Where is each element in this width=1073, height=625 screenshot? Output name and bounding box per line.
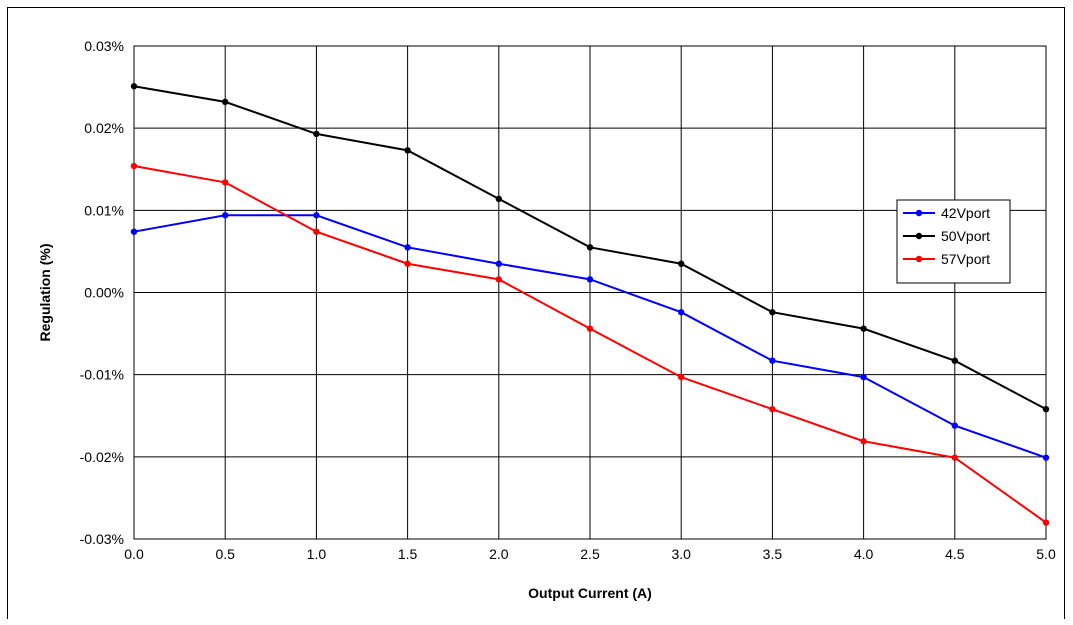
grid — [133, 45, 1047, 540]
data-point — [222, 212, 229, 219]
data-point — [313, 228, 320, 235]
data-point — [586, 276, 594, 283]
data-point — [769, 405, 776, 413]
data-point — [860, 373, 867, 381]
data-point — [130, 162, 138, 170]
legend-item: 50Vport — [903, 228, 990, 244]
legend-label: 57Vport — [941, 251, 990, 267]
data-point — [951, 357, 958, 364]
y-tick-label: -0.03% — [80, 531, 124, 547]
data-point — [678, 373, 685, 381]
data-point — [769, 309, 776, 316]
data-point — [1042, 519, 1050, 526]
legend-marker — [915, 209, 923, 217]
x-tick-label: 1.5 — [398, 546, 418, 562]
y-axis: 0.03% 0.02% 0.01% 0.00% -0.01% -0.02% -0.03% — [80, 38, 124, 547]
data-point — [951, 422, 958, 429]
x-tick-label: 3.0 — [671, 546, 691, 562]
data-point — [130, 83, 138, 90]
data-point — [222, 98, 229, 106]
series-57Vport — [130, 162, 1050, 526]
x-axis-title: Output Current (A) — [528, 585, 652, 601]
chart-frame — [7, 7, 1065, 619]
data-point — [951, 454, 958, 461]
legend: 42Vport 50Vport 57Vport — [896, 199, 1011, 284]
x-tick-label: 1.0 — [307, 546, 327, 562]
data-point — [313, 212, 320, 219]
data-point — [495, 195, 502, 203]
x-tick-label: 4.5 — [945, 546, 965, 562]
data-point — [586, 325, 594, 332]
data-point — [860, 438, 867, 445]
plot-area — [133, 45, 1047, 540]
series-layer — [130, 83, 1050, 526]
x-tick-label: 0.0 — [124, 546, 144, 562]
x-tick-label: 2.5 — [580, 546, 600, 562]
y-axis-title: Regulation (%) — [37, 244, 53, 342]
y-tick-label: -0.02% — [80, 449, 124, 465]
y-tick-label: -0.01% — [80, 367, 124, 383]
data-point — [678, 260, 685, 267]
legend-label: 50Vport — [941, 228, 990, 244]
legend-marker — [915, 255, 923, 263]
x-tick-label: 0.5 — [215, 546, 235, 562]
data-point — [404, 244, 411, 251]
y-tick-label: 0.00% — [84, 285, 124, 301]
data-point — [404, 147, 411, 154]
y-tick-label: 0.02% — [84, 120, 124, 136]
data-point — [1042, 454, 1050, 461]
legend-item: 42Vport — [903, 205, 990, 221]
y-tick-label: 0.01% — [84, 202, 124, 218]
data-point — [313, 130, 320, 138]
data-point — [769, 357, 776, 364]
x-tick-label: 3.5 — [763, 546, 783, 562]
data-point — [495, 276, 502, 283]
data-point — [222, 179, 229, 186]
x-tick-label: 2.0 — [489, 546, 509, 562]
legend-label: 42Vport — [941, 205, 990, 221]
data-point — [404, 260, 411, 267]
data-point — [586, 244, 594, 251]
x-axis: 0.0 0.5 1.0 1.5 2.0 2.5 3.0 3.5 4.0 4.5 5.0 — [124, 546, 1056, 562]
x-tick-label: 5.0 — [1036, 546, 1056, 562]
legend-marker — [915, 232, 923, 240]
x-tick-label: 4.0 — [854, 546, 874, 562]
data-point — [1042, 405, 1050, 413]
data-point — [495, 260, 502, 267]
data-point — [678, 309, 685, 316]
series-50Vport — [130, 83, 1050, 413]
y-tick-label: 0.03% — [84, 38, 124, 54]
data-point — [860, 325, 867, 332]
legend-item: 57Vport — [903, 251, 990, 267]
data-point — [130, 228, 138, 235]
